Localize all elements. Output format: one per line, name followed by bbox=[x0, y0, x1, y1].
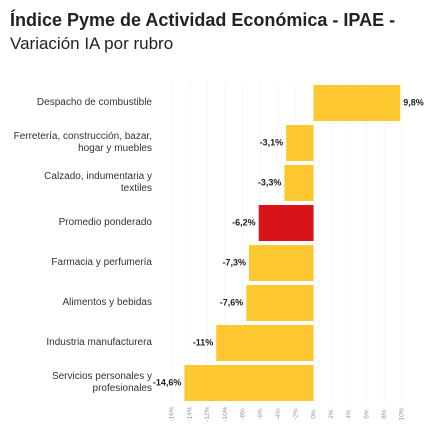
bar bbox=[258, 205, 314, 241]
value-label: -11% bbox=[193, 337, 214, 347]
bar bbox=[216, 325, 314, 361]
value-label: 9,8% bbox=[403, 97, 424, 107]
bar bbox=[284, 165, 314, 201]
value-label: -3,3% bbox=[258, 177, 282, 187]
chart-title: Índice Pyme de Actividad Económica - IPA… bbox=[10, 10, 396, 30]
category-label: Servicios personales y profesionales bbox=[51, 371, 152, 394]
value-label: -6,2% bbox=[232, 217, 256, 227]
category-label: Ferretería, construcción, bazar, hogar y… bbox=[13, 131, 152, 154]
x-tick-label: 0% bbox=[310, 409, 317, 419]
category-label: Farmacia y perfumería bbox=[51, 257, 152, 268]
bar bbox=[248, 245, 314, 281]
x-tick-label: -2% bbox=[293, 408, 300, 420]
x-tick-label: -16% bbox=[169, 406, 176, 421]
bar bbox=[313, 85, 401, 121]
category-label: Promedio ponderado bbox=[58, 217, 152, 228]
bar bbox=[286, 125, 314, 161]
x-tick-label: 4% bbox=[346, 409, 353, 419]
value-label: -14,6% bbox=[153, 377, 182, 387]
value-label: -3,1% bbox=[260, 137, 284, 147]
x-tick-label: 6% bbox=[363, 409, 370, 419]
x-tick-label: -4% bbox=[275, 408, 282, 420]
x-tick-label: -14% bbox=[186, 406, 193, 421]
value-label: -7,3% bbox=[222, 257, 246, 267]
chart-subtitle: Variación IA por rubro bbox=[10, 34, 174, 53]
bar bbox=[184, 365, 314, 401]
x-tick-label: -10% bbox=[222, 406, 229, 421]
x-tick-label: 2% bbox=[328, 409, 335, 419]
category-label: Calzado, indumentaria y textiles bbox=[44, 171, 152, 194]
x-tick-label: -12% bbox=[204, 406, 211, 421]
category-label: Alimentos y bebidas bbox=[62, 297, 153, 308]
category-label: Despacho de combustible bbox=[36, 97, 152, 108]
x-tick-label: 10% bbox=[399, 407, 406, 420]
value-label: -7,6% bbox=[220, 297, 244, 307]
x-tick-label: 8% bbox=[381, 409, 388, 419]
category-label: Industria manufacturera bbox=[46, 337, 152, 348]
bar bbox=[246, 285, 314, 321]
x-tick-label: -8% bbox=[239, 408, 246, 420]
x-tick-label: -6% bbox=[257, 408, 264, 420]
